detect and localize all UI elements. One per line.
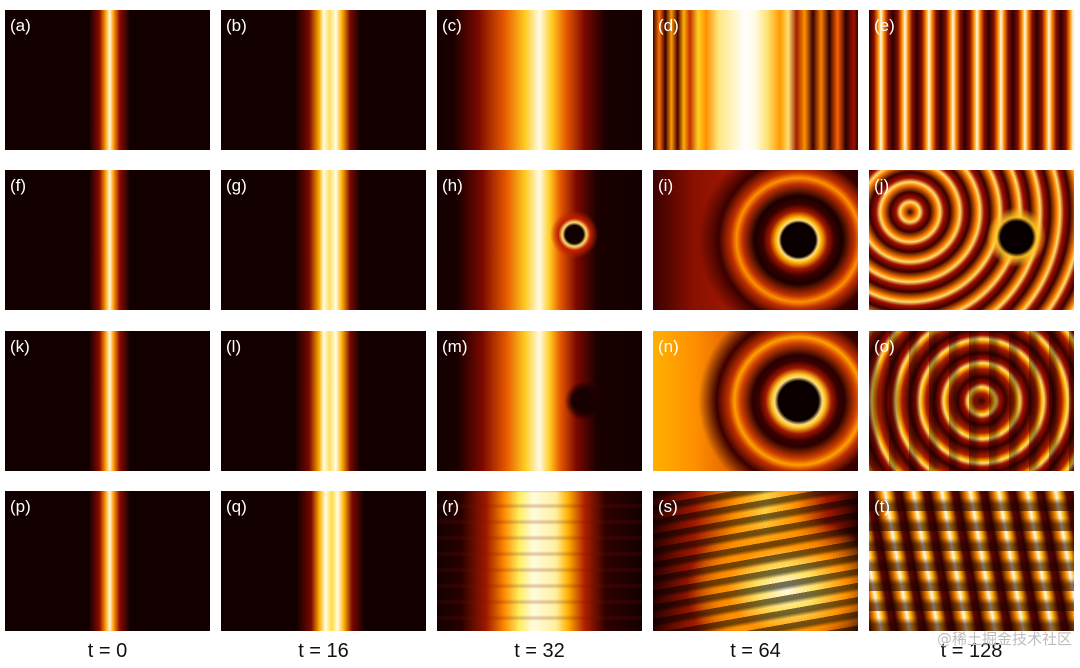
time-label-64: t = 64 — [730, 640, 781, 662]
panel-d: (d) — [653, 10, 858, 150]
panel-r: (r) — [437, 491, 642, 631]
panel-l: (l) — [221, 331, 426, 471]
panel-j: (j) — [869, 170, 1074, 310]
panel-o: (o) — [869, 331, 1074, 471]
panel-label: (q) — [226, 497, 247, 516]
panel-h: (h) — [437, 170, 642, 310]
panel-label: (r) — [442, 497, 459, 516]
panel-b: (b) — [221, 10, 426, 150]
panel-label: (s) — [658, 497, 678, 516]
time-label-128: t = 128 — [940, 640, 1003, 662]
panel-label: (g) — [226, 176, 247, 195]
panel-label: (h) — [442, 176, 463, 195]
panel-c: (c) — [437, 10, 642, 150]
time-label-32: t = 32 — [514, 640, 565, 662]
panel-q: (q) — [221, 491, 426, 631]
panel-a: (a) — [5, 10, 210, 150]
panel-e: (e) — [869, 10, 1074, 150]
panel-label: (m) — [442, 337, 468, 356]
panel-t: (t) — [869, 491, 1074, 631]
panel-p: (p) — [5, 491, 210, 631]
panel-label: (o) — [874, 337, 895, 356]
panel-label: (f) — [10, 176, 27, 195]
panel-label: (c) — [442, 16, 462, 35]
panel-n: (n) — [653, 331, 858, 471]
panel-label: (i) — [658, 176, 674, 195]
panel-label: (j) — [874, 176, 890, 195]
panel-f: (f) — [5, 170, 210, 310]
panel-label: (n) — [658, 337, 679, 356]
panel-label: (p) — [10, 497, 31, 516]
panel-label: (b) — [226, 16, 247, 35]
panel-label: (k) — [10, 337, 30, 356]
time-label-16: t = 16 — [298, 640, 349, 662]
watermark: @稀土掘金技术社区 — [936, 630, 1072, 648]
panel-s: (s) — [653, 491, 858, 631]
panel-m: (m) — [437, 331, 642, 471]
panel-label: (t) — [874, 497, 891, 516]
panel-i: (i) — [653, 170, 858, 310]
panel-label: (d) — [658, 16, 679, 35]
panel-label: (e) — [874, 16, 895, 35]
panel-label: (l) — [226, 337, 242, 356]
time-label-0: t = 0 — [87, 640, 128, 662]
panel-g: (g) — [221, 170, 426, 310]
panel-k: (k) — [5, 331, 210, 471]
panel-label: (a) — [10, 16, 31, 35]
